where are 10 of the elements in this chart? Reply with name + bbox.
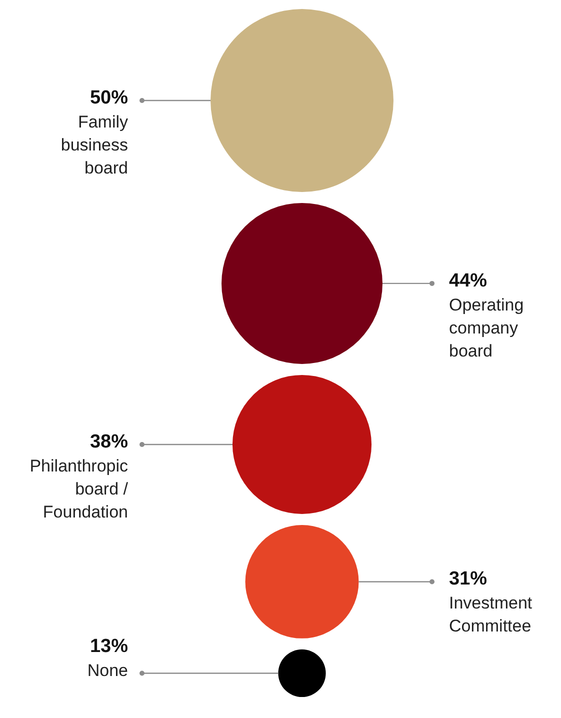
data-label: 50% xyxy=(90,87,128,108)
data-label: 31% xyxy=(449,568,488,590)
data-label: 38% xyxy=(90,431,128,452)
category-label: Investment Committee xyxy=(449,594,532,636)
category-label: None xyxy=(87,661,128,680)
category-label: Family business board xyxy=(60,112,128,178)
data-label: 44% xyxy=(449,270,488,292)
category-label: Philanthropic board / Foundation xyxy=(30,456,128,522)
category-label: Operating company board xyxy=(449,295,524,360)
data-label: 13% xyxy=(90,636,128,657)
